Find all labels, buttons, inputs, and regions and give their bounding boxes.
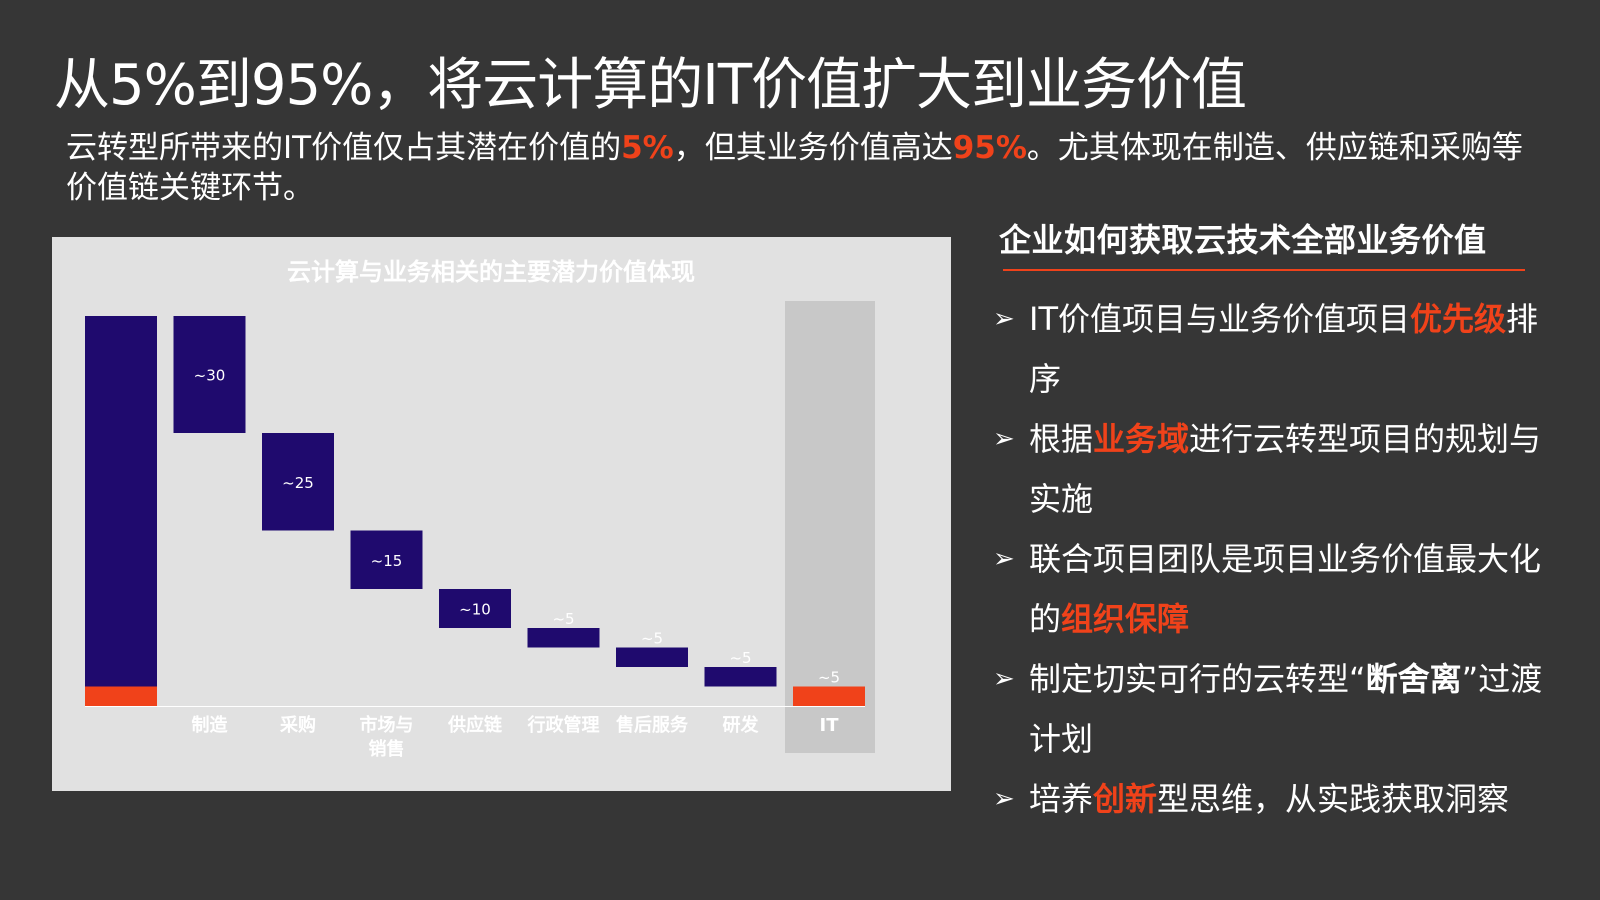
x-tick-label: 行政管理 bbox=[527, 714, 600, 736]
bullet-item: ➢ IT价值项目与业务价值项目优先级排序 bbox=[985, 289, 1545, 409]
bullet-item: ➢ 制定切实可行的云转型“断舍离”过渡计划 bbox=[985, 649, 1545, 769]
bullet-highlight: 优先级 bbox=[1410, 300, 1507, 338]
chart-title: 云计算与业务相关的主要潜力价值体现 bbox=[287, 258, 695, 286]
waterfall-bar bbox=[262, 433, 334, 531]
waterfall-bar bbox=[704, 667, 777, 687]
bullet-text: 联合项目团队是项目业务价值最大化的 bbox=[1029, 540, 1542, 638]
data-label: ~5 bbox=[729, 649, 751, 667]
data-label: ~5 bbox=[552, 610, 574, 628]
waterfall-bar bbox=[616, 647, 688, 667]
chart-panel: 云计算与业务相关的主要潜力价值体现 ~30 制造 ~25 采购 ~15 市场与 销售 ~10 供… bbox=[52, 237, 951, 791]
slide-subtitle: 云转型所带来的IT价值仅占其潜在价值的5%，但其业务价值高达95%。尤其体现在制… bbox=[66, 128, 1526, 208]
bullet-text: 培养 bbox=[1029, 780, 1094, 818]
bullet-text: 进行云转型项目的规划与实施 bbox=[1029, 420, 1542, 518]
it-column-background bbox=[785, 301, 875, 753]
data-label: ~5 bbox=[818, 669, 840, 687]
right-panel-underline bbox=[1003, 269, 1525, 271]
total-bar-it-part bbox=[85, 686, 157, 706]
bullet-item: ➢ 联合项目团队是项目业务价值最大化的组织保障 bbox=[985, 529, 1545, 649]
data-label: ~15 bbox=[371, 552, 403, 570]
subtitle-highlight-1: 5% bbox=[621, 130, 674, 166]
data-label: ~10 bbox=[459, 601, 491, 619]
slide-title: 从5%到95%，将云计算的IT价值扩大到业务价值 bbox=[54, 53, 1247, 118]
bullet-text: 根据 bbox=[1029, 420, 1094, 458]
waterfall-bar bbox=[350, 530, 423, 589]
data-label: ~5 bbox=[641, 630, 663, 648]
x-tick-label: 采购 bbox=[279, 714, 316, 736]
data-label: ~25 bbox=[282, 474, 314, 492]
bullet-highlight: 业务域 bbox=[1093, 420, 1190, 458]
arrow-bullet-icon: ➢ bbox=[993, 664, 1015, 694]
bullet-highlight: 组织保障 bbox=[1061, 600, 1190, 638]
bullet-text: ”过渡计划 bbox=[1029, 660, 1543, 758]
x-tick-label: 销售 bbox=[369, 738, 405, 760]
arrow-bullet-icon: ➢ bbox=[993, 424, 1015, 454]
right-panel-title: 企业如何获取云技术全部业务价值 bbox=[999, 221, 1487, 259]
arrow-bullet-icon: ➢ bbox=[993, 304, 1015, 334]
waterfall-bar bbox=[173, 316, 246, 433]
subtitle-highlight-2: 95% bbox=[952, 130, 1027, 166]
arrow-bullet-icon: ➢ bbox=[993, 784, 1015, 814]
arrow-bullet-icon: ➢ bbox=[993, 544, 1015, 574]
bullet-text: 制定切实可行的云转型“ bbox=[1029, 660, 1366, 698]
waterfall-bar bbox=[793, 686, 865, 706]
bullet-highlight: 创新 bbox=[1093, 780, 1158, 818]
x-tick-label: 研发 bbox=[723, 714, 760, 736]
bullet-text: 排序 bbox=[1029, 300, 1539, 398]
x-tick-label: 供应链 bbox=[447, 714, 503, 736]
total-bar bbox=[85, 316, 157, 687]
subtitle-part-1: 云转型所带来的IT价值仅占其潜在价值的 bbox=[66, 130, 622, 166]
waterfall-bar bbox=[527, 628, 600, 648]
subtitle-part-2: ，但其业务价值高达 bbox=[673, 130, 953, 166]
bullet-item: ➢ 根据业务域进行云转型项目的规划与实施 bbox=[985, 409, 1545, 529]
bullet-bold-text: 断舍离 bbox=[1365, 660, 1462, 698]
bullet-list: ➢ IT价值项目与业务价值项目优先级排序 ➢ 根据业务域进行云转型项目的规划与实施 … bbox=[985, 289, 1545, 829]
x-tick-label: 售后服务 bbox=[616, 714, 689, 736]
x-tick-label: 市场与 bbox=[360, 714, 414, 736]
x-tick-label: IT bbox=[820, 715, 840, 736]
x-tick-label: 制造 bbox=[192, 714, 228, 736]
bullet-item: ➢ 培养创新型思维，从实践获取洞察 bbox=[985, 769, 1545, 829]
data-label: ~30 bbox=[194, 367, 226, 385]
waterfall-bar bbox=[439, 589, 511, 628]
subtitle-part-3: 。尤其体现在制造、供应链和采购等价值链关键环节。 bbox=[66, 130, 1523, 206]
bullet-text: 型思维，从实践获取洞察 bbox=[1157, 780, 1510, 818]
right-panel: 企业如何获取云技术全部业务价值 ➢ IT价值项目与业务价值项目优先级排序 ➢ 根据业… bbox=[985, 215, 1545, 829]
bullet-text: IT价值项目与业务价值项目 bbox=[1029, 300, 1410, 338]
